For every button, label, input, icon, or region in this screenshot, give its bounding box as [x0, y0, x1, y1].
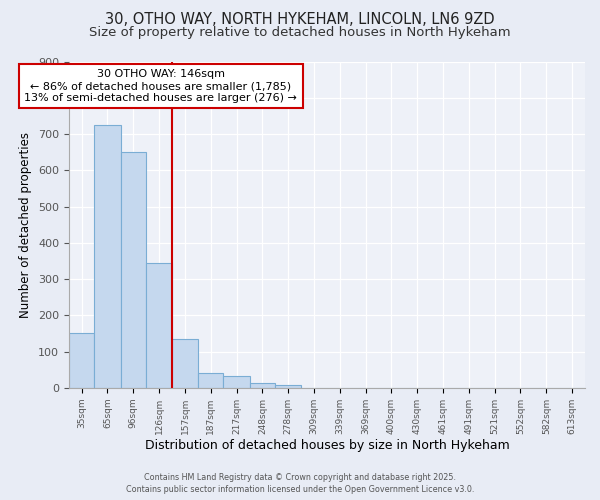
Bar — [121, 152, 146, 388]
Bar — [198, 372, 223, 388]
Text: 30, OTHO WAY, NORTH HYKEHAM, LINCOLN, LN6 9ZD: 30, OTHO WAY, NORTH HYKEHAM, LINCOLN, LN… — [105, 12, 495, 28]
Bar — [250, 383, 275, 388]
Text: 30 OTHO WAY: 146sqm
← 86% of detached houses are smaller (1,785)
13% of semi-det: 30 OTHO WAY: 146sqm ← 86% of detached ho… — [24, 70, 297, 102]
Text: Size of property relative to detached houses in North Hykeham: Size of property relative to detached ho… — [89, 26, 511, 39]
Bar — [223, 376, 250, 388]
Bar — [94, 125, 121, 388]
Bar — [69, 334, 94, 388]
X-axis label: Distribution of detached houses by size in North Hykeham: Distribution of detached houses by size … — [145, 440, 509, 452]
Bar — [146, 262, 172, 388]
Bar — [275, 385, 301, 388]
Y-axis label: Number of detached properties: Number of detached properties — [19, 132, 32, 318]
Bar — [172, 339, 198, 388]
Text: Contains HM Land Registry data © Crown copyright and database right 2025.
Contai: Contains HM Land Registry data © Crown c… — [126, 472, 474, 494]
